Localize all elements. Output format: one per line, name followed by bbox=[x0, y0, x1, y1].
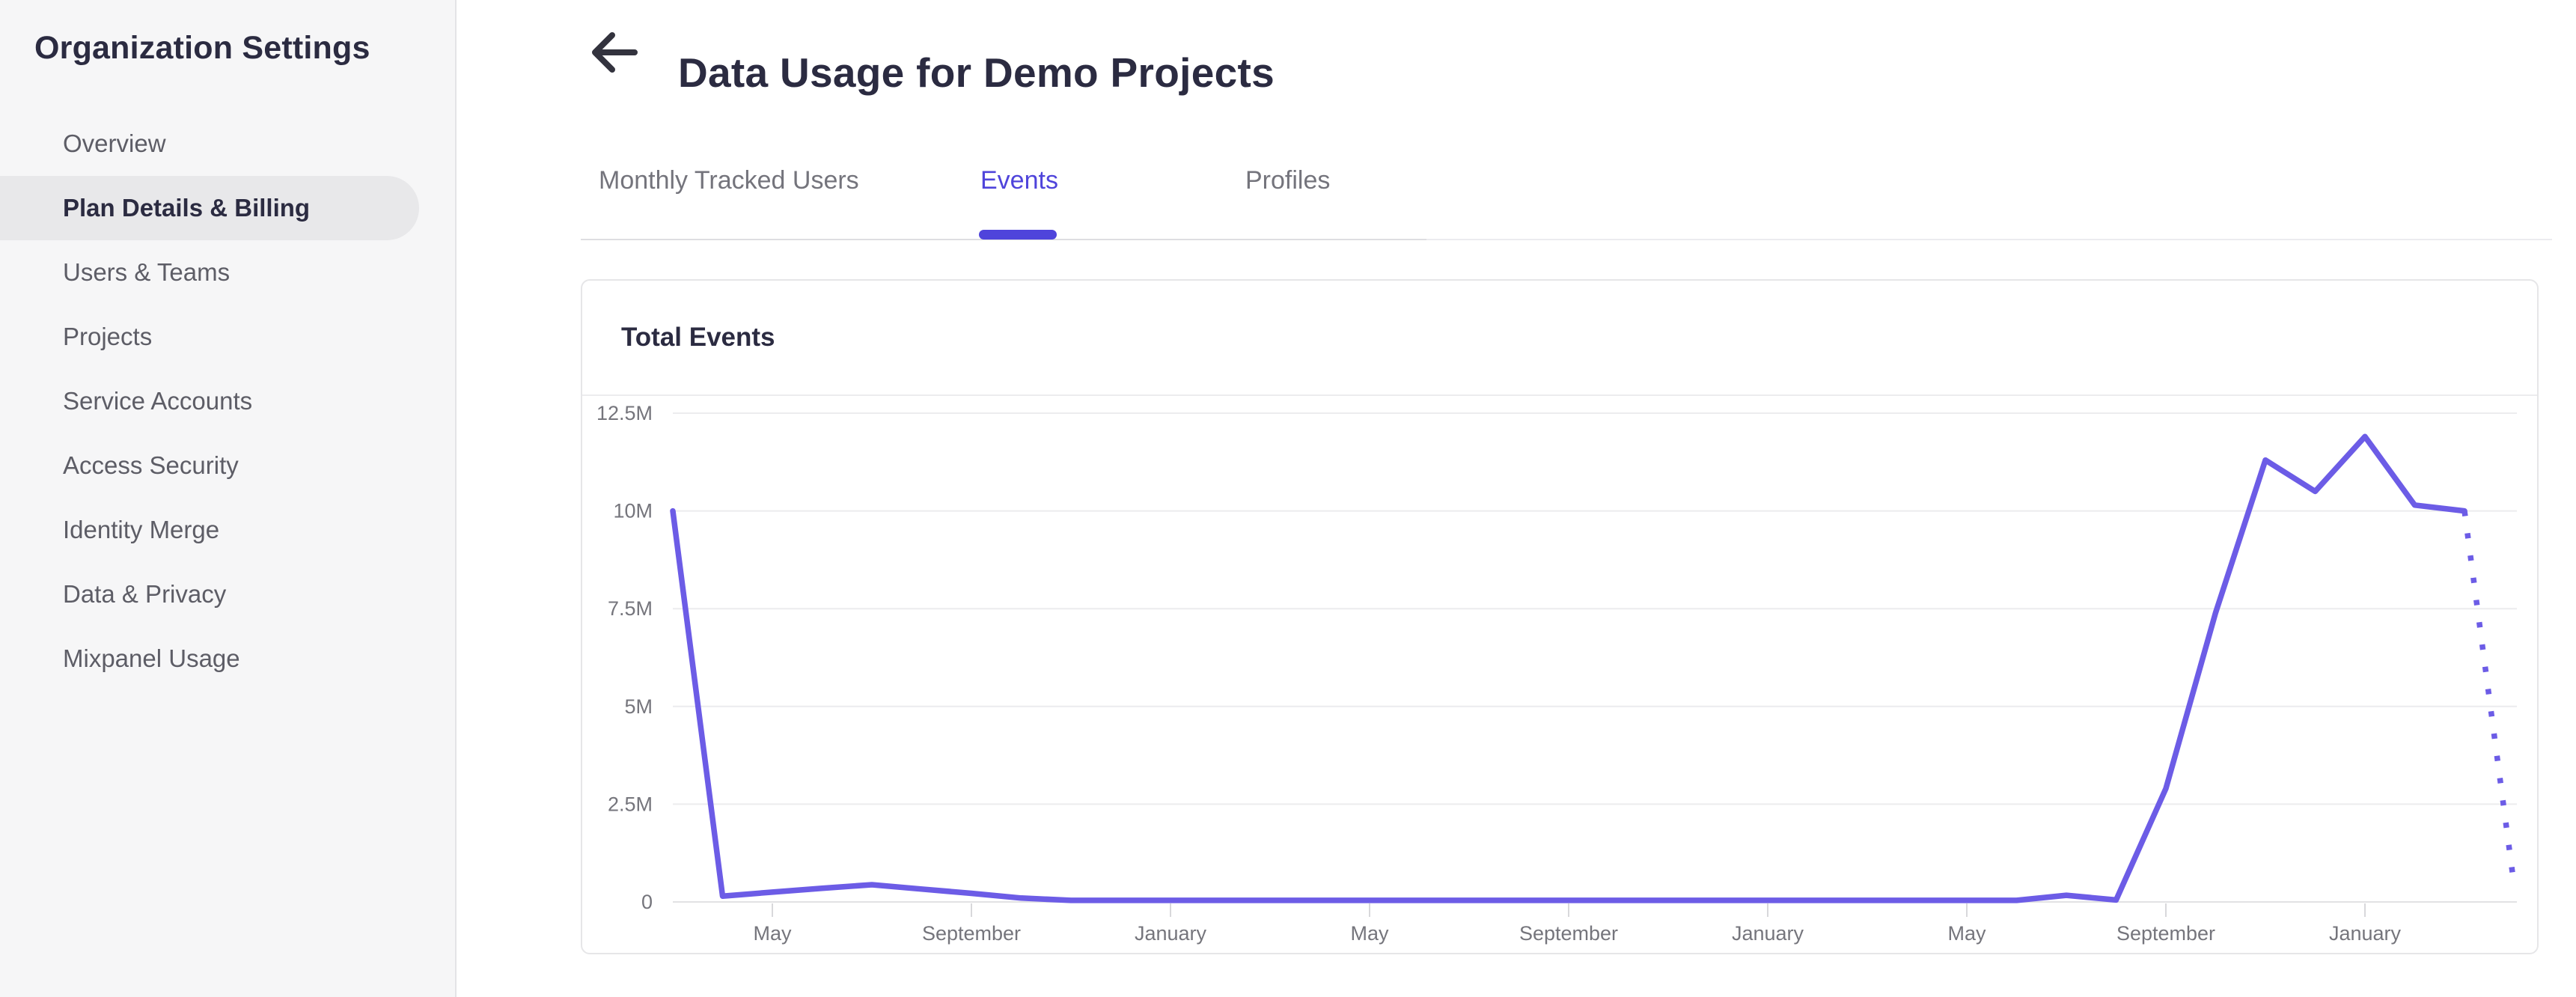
sidebar-item-users-teams[interactable]: Users & Teams bbox=[63, 258, 231, 286]
sidebar-title: Organization Settings bbox=[34, 30, 370, 66]
back-button[interactable] bbox=[588, 27, 641, 76]
sidebar-nav: Overview Plan Details & Billing Users & Te… bbox=[0, 112, 457, 691]
sidebar-item-plan-details-billing[interactable]: Plan Details & Billing bbox=[0, 176, 419, 240]
sidebar-item-identity-merge[interactable]: Identity Merge bbox=[63, 516, 220, 543]
page-title: Data Usage for Demo Projects bbox=[678, 49, 1275, 96]
chart-title: Total Events bbox=[621, 323, 775, 352]
tab-profiles[interactable]: Profiles bbox=[1245, 166, 1331, 195]
tab-monthly-tracked-users[interactable]: Monthly Tracked Users bbox=[599, 166, 859, 195]
total-events-card: Total Events bbox=[581, 279, 2539, 954]
sidebar-item-data-privacy[interactable]: Data & Privacy bbox=[63, 580, 227, 608]
sidebar-item-projects[interactable]: Projects bbox=[63, 323, 153, 350]
sidebar-item-service-accounts[interactable]: Service Accounts bbox=[63, 387, 253, 415]
sidebar-item-access-security[interactable]: Access Security bbox=[63, 451, 239, 479]
card-header-divider bbox=[582, 394, 2537, 396]
sidebar-item-overview[interactable]: Overview bbox=[63, 129, 166, 157]
active-tab-underline bbox=[979, 230, 1057, 240]
tabs-divider bbox=[581, 239, 2552, 240]
arrow-left-icon bbox=[592, 32, 638, 73]
settings-sidebar: Organization Settings Overview Plan Detai… bbox=[0, 0, 457, 997]
tabs-divider-dark bbox=[581, 239, 1426, 240]
sidebar-item-mixpanel-usage[interactable]: Mixpanel Usage bbox=[63, 644, 240, 672]
tab-events[interactable]: Events bbox=[980, 166, 1058, 195]
